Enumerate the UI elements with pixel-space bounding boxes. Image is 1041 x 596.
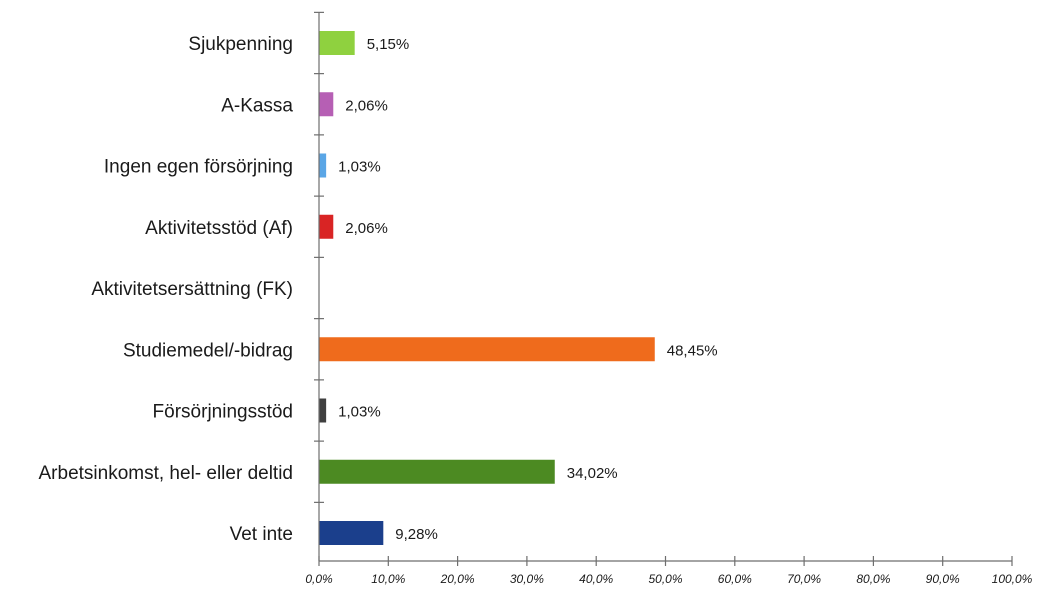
data-label: 2,06%: [345, 97, 388, 114]
axis-layer: [318, 12, 1012, 562]
x-tick-label-layer: 0,0% 10,0% 20,0% 30,0% 40,0% 50,0% 60,0% 70,0% 8…: [305, 572, 1032, 586]
data-label: 34,02%: [567, 465, 618, 482]
bar: [319, 214, 334, 239]
category-label-layer: Sjukpenning A-Kassa Ingen egen försörjning…: [39, 34, 294, 545]
data-label: 2,06%: [345, 220, 388, 237]
category-label: Vet inte: [230, 524, 293, 545]
x-tick-label: 80,0%: [856, 572, 890, 586]
x-tick-label: 30,0%: [510, 572, 544, 586]
category-label: Försörjningsstöd: [153, 402, 293, 423]
bar: [319, 521, 384, 545]
x-tick-label: 50,0%: [648, 572, 682, 586]
category-label: Aktivitetsersättning (FK): [91, 279, 293, 300]
x-tick-label: 60,0%: [718, 572, 752, 586]
x-tick-label: 40,0%: [579, 572, 613, 586]
bar: [319, 153, 327, 178]
data-label: 48,45%: [667, 342, 718, 359]
x-tick-label: 20,0%: [440, 572, 475, 586]
bar: [319, 459, 555, 484]
x-tick-label: 0,0%: [305, 572, 333, 586]
data-label: 9,28%: [395, 526, 438, 543]
data-label: 5,15%: [367, 36, 410, 53]
bar: [319, 337, 655, 362]
category-label: Studiemedel/-bidrag: [123, 340, 293, 361]
bar: [319, 398, 327, 423]
bar: [319, 92, 334, 117]
category-label: Arbetsinkomst, hel- eller deltid: [39, 463, 294, 484]
bar-layer: [319, 31, 655, 545]
category-label: A-Kassa: [221, 95, 293, 116]
category-label: Aktivitetsstöd (Af): [145, 218, 293, 239]
data-label: 1,03%: [338, 404, 381, 421]
x-tick-label: 100,0%: [992, 572, 1033, 586]
category-label: Sjukpenning: [188, 34, 293, 55]
x-tick-label: 70,0%: [787, 572, 821, 586]
data-label: 1,03%: [338, 159, 381, 176]
x-tick-label: 90,0%: [926, 572, 960, 586]
value-label-layer: 5,15% 2,06% 1,03% 2,06% 48,45% 1,03% 34,02% 9,2…: [338, 36, 717, 543]
bar: [319, 31, 355, 55]
category-label: Ingen egen försörjning: [104, 157, 293, 178]
x-tick-label: 10,0%: [371, 572, 405, 586]
